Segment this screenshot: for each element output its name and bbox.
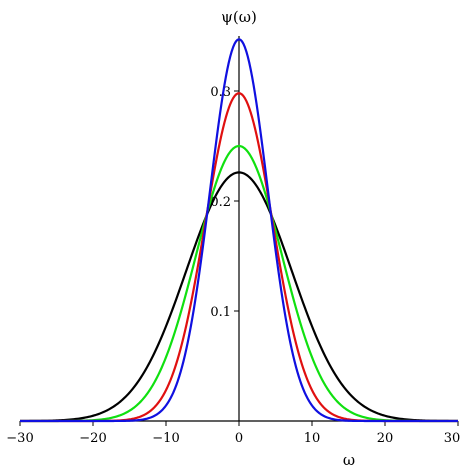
y-tick-label: 0.2 bbox=[210, 195, 231, 210]
y-tick-label: 0.1 bbox=[210, 305, 231, 320]
x-axis-title: ω bbox=[343, 451, 355, 469]
y-ticks: 0.1 0.2 0.3 bbox=[210, 85, 239, 320]
x-tick-label: 30 bbox=[444, 431, 461, 446]
series-group bbox=[19, 38, 459, 423]
x-tick-label: −10 bbox=[152, 431, 179, 446]
x-ticks: −30 −20 −10 0 10 20 30 bbox=[6, 421, 460, 446]
series-line-3 bbox=[19, 171, 459, 423]
y-tick-label: 0.3 bbox=[210, 85, 231, 100]
y-axis-title: ψ(ω) bbox=[221, 8, 257, 26]
x-tick-label: 10 bbox=[304, 431, 321, 446]
x-tick-label: −20 bbox=[79, 431, 106, 446]
series-line-0 bbox=[20, 38, 458, 423]
x-tick-label: 0 bbox=[235, 431, 243, 446]
x-tick-label: 20 bbox=[377, 431, 394, 446]
x-tick-label: −30 bbox=[6, 431, 33, 446]
